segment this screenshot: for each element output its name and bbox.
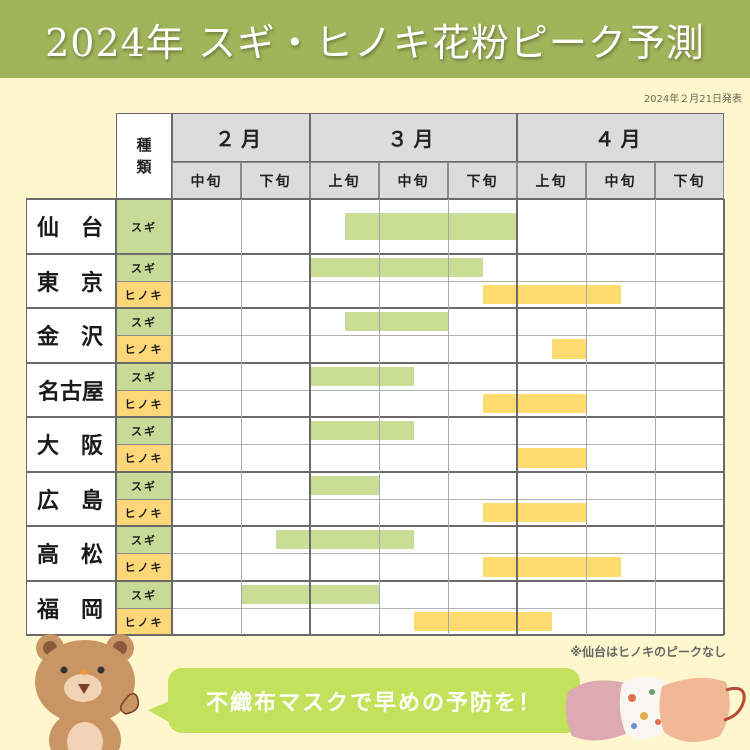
period-header: 下旬 xyxy=(655,162,724,199)
city-label: 金沢 xyxy=(26,308,116,363)
city-name-char: 高 xyxy=(37,543,60,569)
type-label-hinoki: ヒノキ xyxy=(116,444,172,472)
city-group-divider xyxy=(26,307,724,309)
type-label-hinoki: ヒノキ xyxy=(116,553,172,581)
hinoki-peak-bar xyxy=(482,284,621,304)
city-label: 東京 xyxy=(26,253,116,308)
month-divider xyxy=(516,199,518,635)
type-label-sugi: スギ xyxy=(116,362,172,390)
city-name-char: 沢 xyxy=(80,325,103,351)
hinoki-peak-bar xyxy=(482,557,621,577)
page-title: 2024年 スギ・ヒノキ花粉ピーク予測 xyxy=(45,20,705,65)
type-header-char: 類 xyxy=(136,158,152,176)
city-name-char: 大 xyxy=(37,434,60,460)
city-name-char: 島 xyxy=(80,488,103,514)
type-column-header: 種類 xyxy=(116,113,172,199)
type-header-char: 種 xyxy=(136,136,152,154)
type-label-hinoki: ヒノキ xyxy=(116,498,172,526)
type-label-hinoki: ヒノキ xyxy=(116,389,172,417)
city-name-char: 阪 xyxy=(80,434,103,460)
type-label-sugi: スギ xyxy=(116,526,172,554)
period-header: 上旬 xyxy=(517,162,586,199)
city-label: 福岡 xyxy=(26,580,116,635)
city-name-char: 金 xyxy=(37,325,60,351)
title-banner: 2024年 スギ・ヒノキ花粉ピーク予測 xyxy=(0,0,750,78)
period-divider xyxy=(586,199,587,635)
period-header: 中旬 xyxy=(586,162,655,199)
type-label-sugi: スギ xyxy=(116,308,172,336)
sugi-peak-bar xyxy=(310,475,379,495)
city-group-divider xyxy=(26,525,724,527)
period-divider xyxy=(379,199,380,635)
month-divider xyxy=(171,199,173,635)
footnote: ※仙台はヒノキのピークなし xyxy=(570,645,726,659)
city-label: 大阪 xyxy=(26,417,116,472)
sugi-peak-bar xyxy=(310,366,414,386)
callout-bubble: 不織布マスクで早めの予防を！ xyxy=(168,668,580,733)
period-header: 中旬 xyxy=(172,162,241,199)
hinoki-peak-bar xyxy=(413,611,552,631)
sugi-peak-bar xyxy=(344,213,517,240)
sugi-peak-bar xyxy=(310,257,483,277)
city-group-divider xyxy=(26,416,724,418)
type-label-hinoki: ヒノキ xyxy=(116,335,172,363)
period-divider xyxy=(655,199,656,635)
callout-text: 不織布マスクで早めの予防を！ xyxy=(205,690,542,716)
city-group-divider xyxy=(26,361,724,364)
city-name-char: 広 xyxy=(37,488,60,514)
city-name-char: 東 xyxy=(37,270,60,296)
city-name-char: 福 xyxy=(37,597,60,623)
period-header: 下旬 xyxy=(241,162,310,199)
period-header: 中旬 xyxy=(379,162,448,199)
city-name-char: 名古屋 xyxy=(37,379,104,405)
city-name-char: 松 xyxy=(80,543,103,569)
sugi-peak-bar xyxy=(344,312,448,332)
city-group-divider xyxy=(26,579,724,582)
type-label-sugi: スギ xyxy=(116,471,172,499)
period-header: 上旬 xyxy=(310,162,379,199)
month-header: ４月 xyxy=(517,113,724,162)
type-label-sugi: スギ xyxy=(116,199,172,254)
table-bottom-border xyxy=(26,634,724,636)
city-group-divider xyxy=(26,252,724,255)
published-date: 2024年２月21日発表 xyxy=(643,94,742,105)
type-label-sugi: スギ xyxy=(116,580,172,608)
month-header: ３月 xyxy=(310,113,517,162)
city-label: 高松 xyxy=(26,526,116,581)
sugi-peak-bar xyxy=(275,530,414,550)
masks-illustration-icon xyxy=(565,676,746,743)
city-group-divider xyxy=(26,470,724,473)
type-label-hinoki: ヒノキ xyxy=(116,280,172,308)
city-name-char: 京 xyxy=(80,270,103,296)
hinoki-peak-bar xyxy=(482,502,586,522)
city-name-char: 仙 xyxy=(37,216,60,242)
city-label: 広島 xyxy=(26,471,116,526)
city-name-char: 岡 xyxy=(80,597,103,623)
period-divider xyxy=(241,199,242,635)
city-label: 仙台 xyxy=(26,199,116,254)
hinoki-peak-bar xyxy=(551,339,586,359)
hinoki-peak-bar xyxy=(482,393,586,413)
city-group-divider xyxy=(26,198,724,200)
city-name-char: 台 xyxy=(80,216,103,242)
period-header: 下旬 xyxy=(448,162,517,199)
bear-mascot-icon xyxy=(35,634,140,750)
type-label-sugi: スギ xyxy=(116,417,172,445)
type-label-hinoki: ヒノキ xyxy=(116,607,172,635)
month-divider xyxy=(309,199,311,635)
month-divider xyxy=(723,199,725,635)
city-label: 名古屋 xyxy=(26,362,116,417)
sugi-peak-bar xyxy=(310,421,414,441)
month-header: ２月 xyxy=(172,113,310,162)
type-label-sugi: スギ xyxy=(116,253,172,281)
period-divider xyxy=(448,199,449,635)
hinoki-peak-bar xyxy=(517,448,586,468)
